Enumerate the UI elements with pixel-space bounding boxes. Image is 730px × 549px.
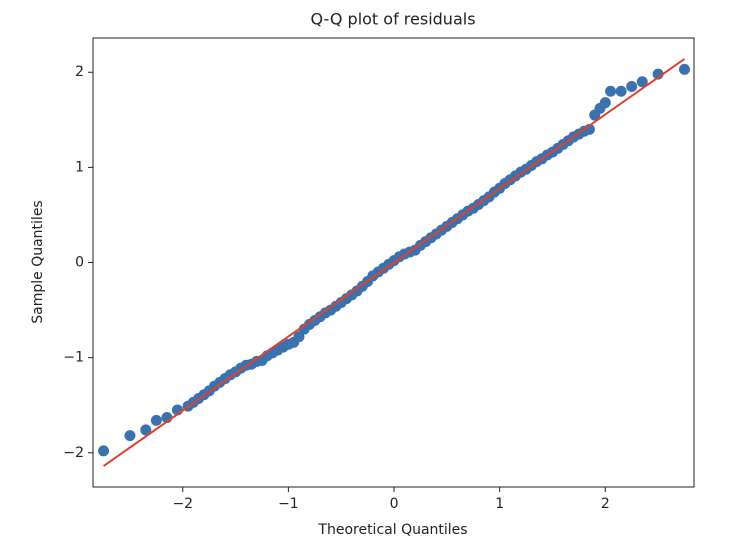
y-tick-label: 2 — [75, 64, 84, 80]
x-axis-label: Theoretical Quantiles — [317, 522, 467, 538]
y-tick-label: 1 — [75, 159, 84, 175]
point — [124, 430, 136, 442]
y-tick-label: 0 — [75, 255, 84, 271]
y-tick-label: −2 — [63, 445, 84, 461]
x-tick-label: 0 — [390, 496, 399, 512]
point — [98, 445, 110, 457]
point — [599, 97, 611, 109]
x-tick-label: −2 — [172, 496, 193, 512]
y-tick-label: −1 — [63, 350, 84, 366]
point — [150, 414, 162, 426]
reference-line — [102, 58, 686, 467]
point — [140, 424, 152, 436]
point — [678, 63, 690, 75]
point — [652, 68, 664, 80]
x-tick-label: 2 — [601, 496, 610, 512]
x-tick-label: 1 — [495, 496, 504, 512]
point — [636, 76, 648, 88]
point — [615, 85, 627, 97]
plot-frame — [92, 37, 695, 488]
y-axis-label: Sample Quantiles — [30, 200, 46, 323]
x-tick-label: −1 — [278, 496, 299, 512]
point — [605, 85, 617, 97]
chart-title: Q-Q plot of residuals — [310, 10, 475, 29]
point — [626, 81, 638, 93]
